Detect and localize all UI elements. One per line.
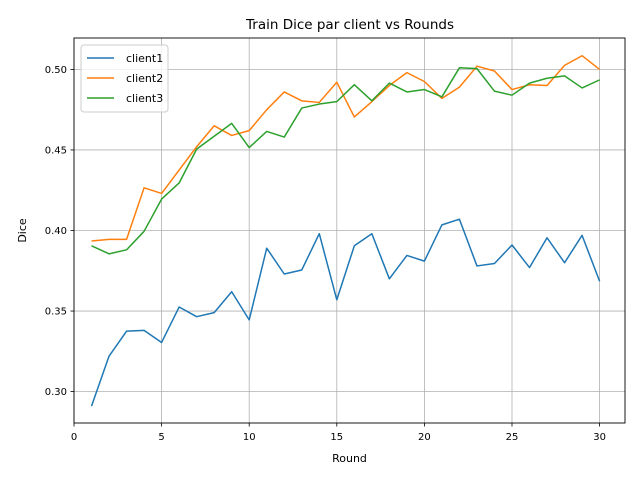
x-tick-label: 10 — [243, 432, 256, 443]
y-tick-label: 0.45 — [45, 145, 67, 156]
x-tick-label: 20 — [418, 432, 431, 443]
y-axis-ticks: 0.30 0.35 0.40 0.45 0.50 — [45, 65, 74, 398]
x-tick-label: 30 — [593, 432, 606, 443]
x-tick-label: 15 — [330, 432, 343, 443]
chart-title: Train Dice par client vs Rounds — [245, 17, 454, 33]
x-tick-label: 5 — [158, 432, 164, 443]
y-tick-label: 0.50 — [45, 65, 67, 76]
y-axis-label: Dice — [16, 218, 29, 243]
series-line-client3 — [91, 67, 600, 255]
legend-label-client3: client3 — [126, 92, 163, 105]
y-tick-label: 0.30 — [45, 387, 67, 398]
x-tick-label: 25 — [506, 432, 519, 443]
legend-label-client1: client1 — [126, 52, 163, 65]
y-tick-label: 0.40 — [45, 226, 67, 237]
legend-label-client2: client2 — [126, 72, 163, 85]
series-line-client1 — [90, 218, 601, 407]
series-line-client2 — [91, 54, 601, 242]
legend: client1 client2 client3 — [80, 44, 169, 113]
x-tick-label: 0 — [71, 432, 77, 443]
x-axis-label: Round — [332, 452, 367, 465]
x-axis-ticks: 0 5 10 15 20 25 30 — [71, 423, 606, 443]
y-tick-label: 0.35 — [45, 307, 67, 318]
series-layer — [90, 54, 601, 407]
legend-box — [80, 44, 169, 113]
